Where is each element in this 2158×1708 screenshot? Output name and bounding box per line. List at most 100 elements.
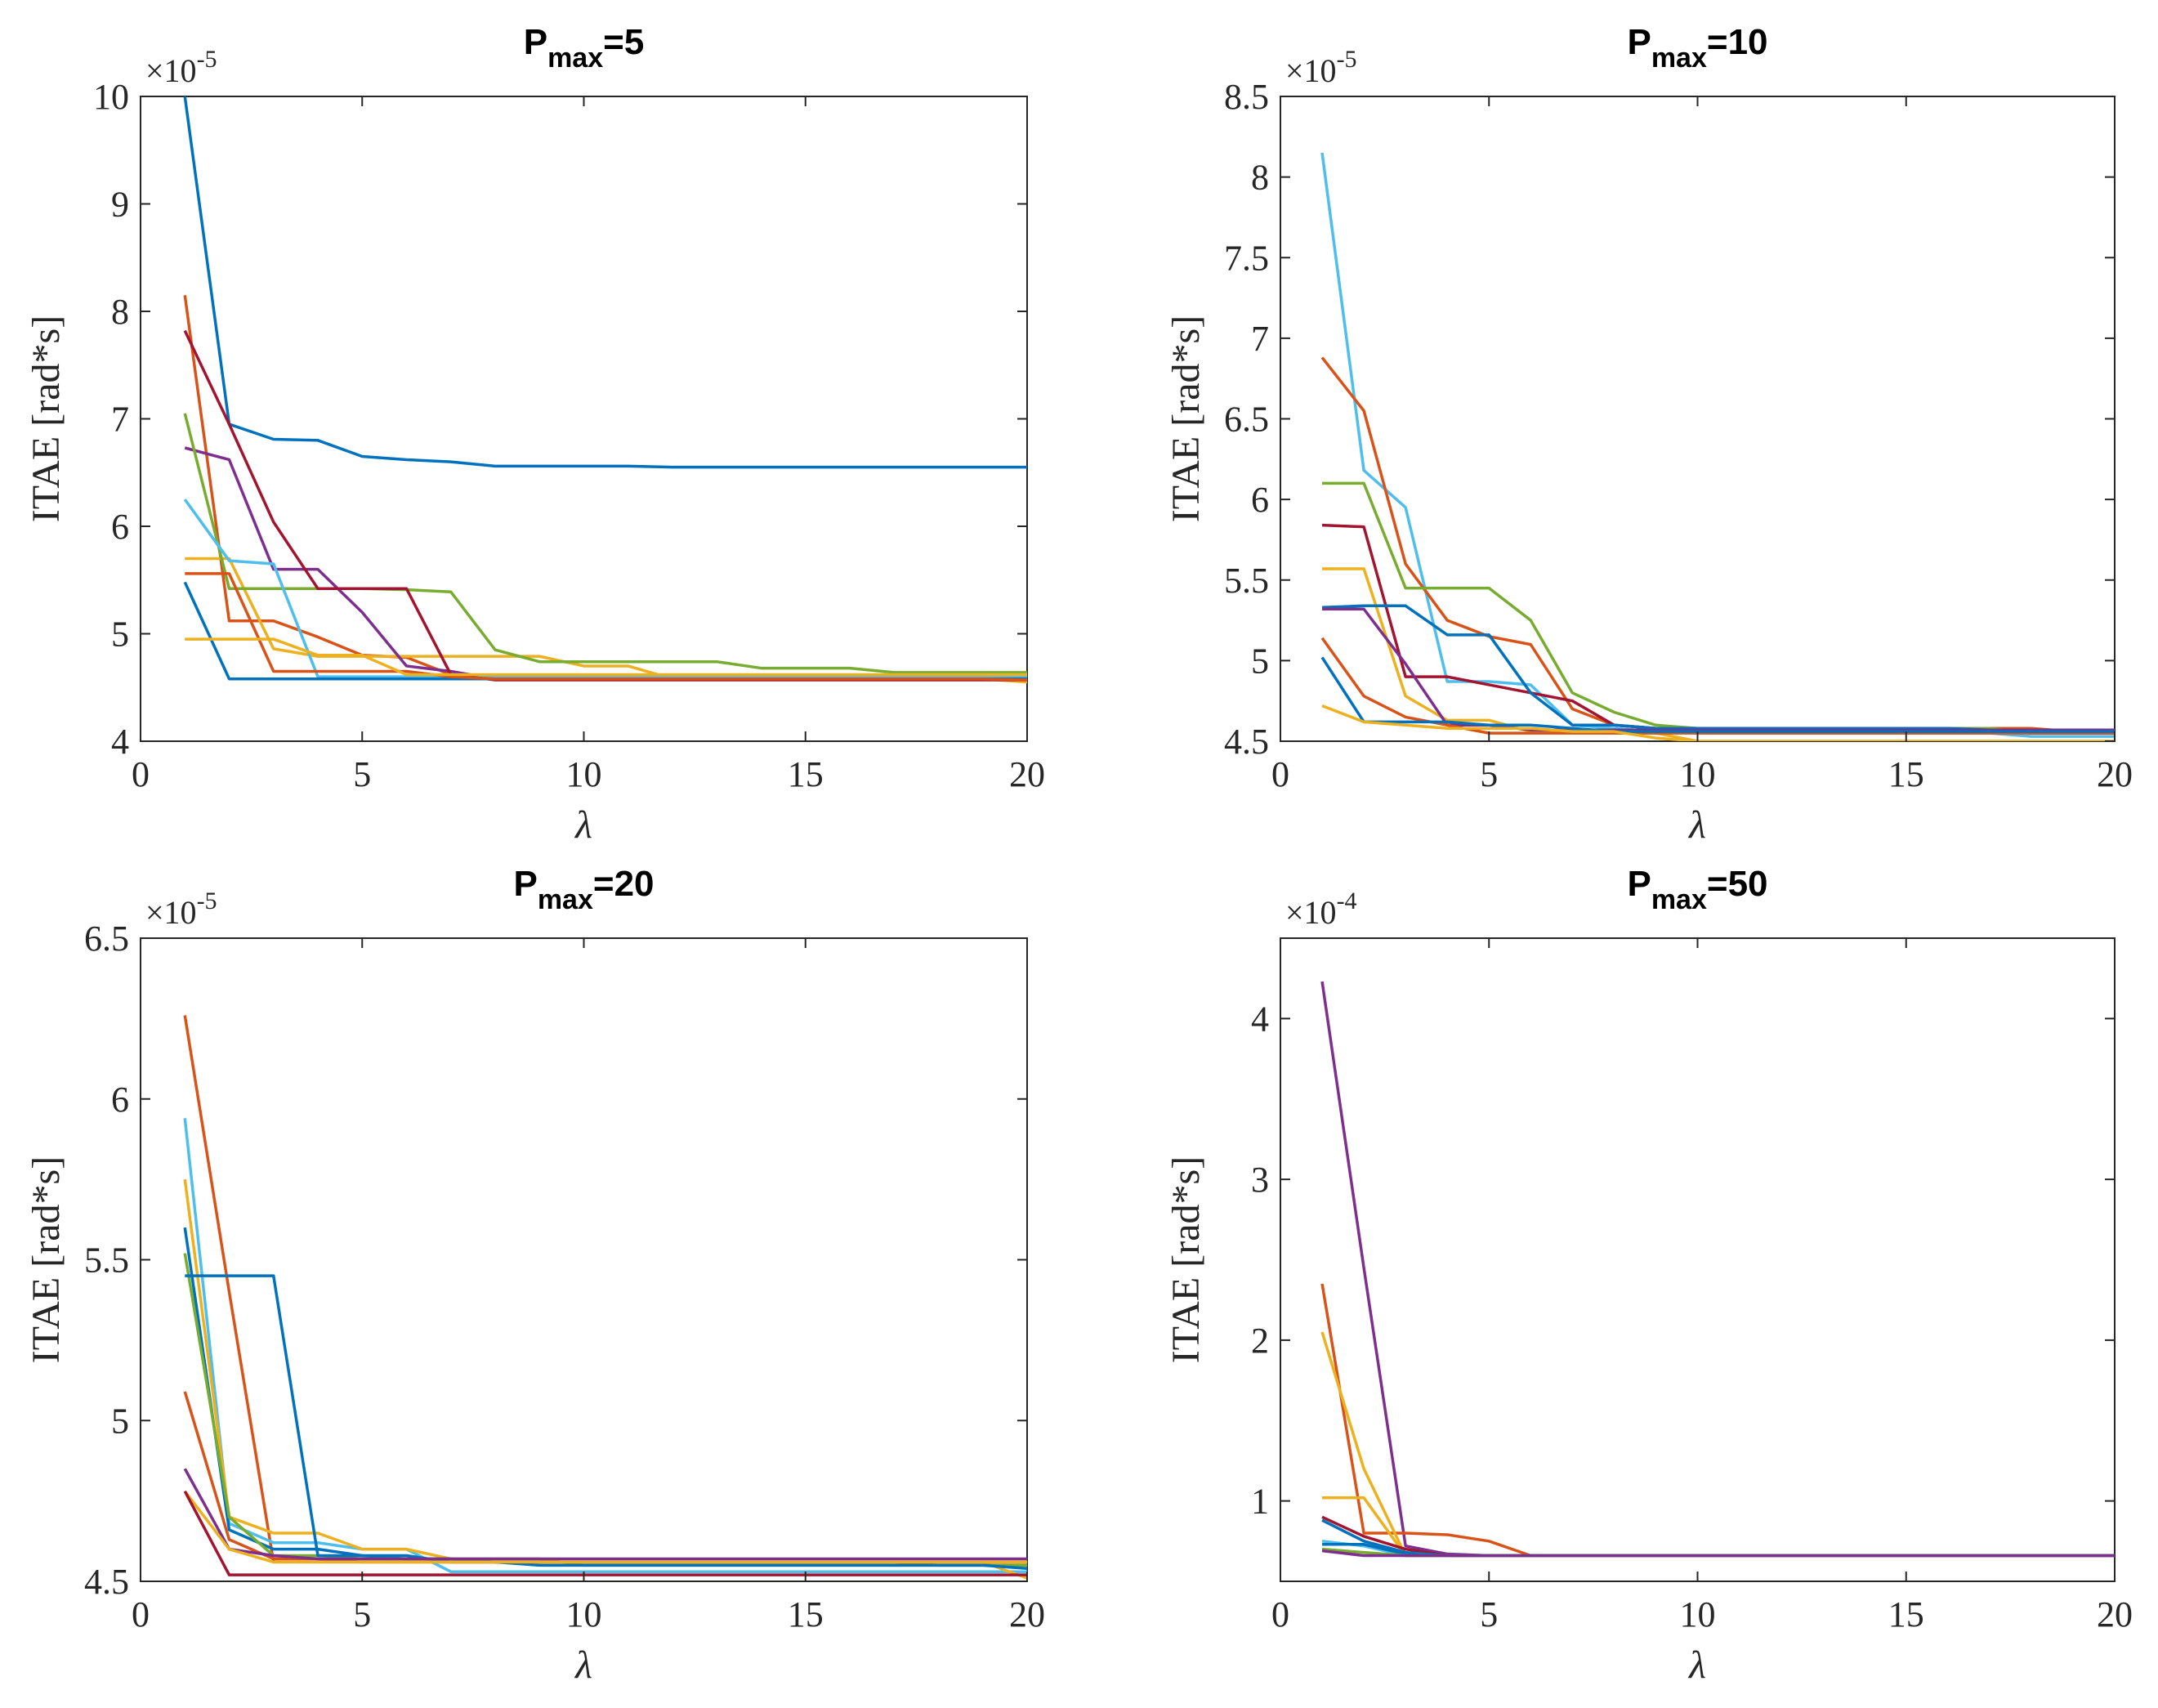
x-tick-label: 0 [1271,754,1289,794]
y-tick-label: 8 [1251,158,1269,198]
y-tick-label: 5 [111,615,129,655]
chart-title-sub: max [538,884,593,915]
x-axis-label: λ [574,1643,592,1687]
plot-area [1280,96,2116,742]
chart-title-base: P [513,864,537,904]
y-tick-label: 10 [93,77,129,117]
series-line-9 [183,1490,1027,1564]
plot-area [1280,937,2116,1582]
axis-exponent: ×10-5 [1285,46,1357,89]
y-tick-label: 4 [1251,999,1269,1039]
axis-exponent: ×10-4 [1285,888,1357,931]
chart-title-suffix: =20 [593,864,655,904]
x-tick-label: 5 [353,754,371,794]
y-axis-label: ITAE [rad*s] [25,1156,68,1363]
y-tick-label: 8 [111,292,129,332]
chart-panel-4: 0 5 10 15 20 1 2 3 4 ×10-4 Pmax=50 λ ITAE [rad*s] [1164,864,2133,1687]
y-tick-label: 1 [1251,1482,1269,1522]
chart-title-suffix: =5 [603,22,644,62]
chart-title-sub: max [1651,884,1707,915]
chart-panel-2: 0 5 10 15 20 4.5 5 5.5 6 6.5 7 7.5 8 8.5 ×10-5 Pmax=10 λ… [1164,22,2133,847]
y-tick-label: 5 [111,1401,129,1441]
y-tick-label: 6 [111,1080,129,1120]
chart-title: Pmax=10 [1627,22,1767,74]
y-tick-label: 2 [1251,1321,1269,1361]
x-tick-label: 5 [1480,754,1498,794]
x-tick-label: 10 [1680,754,1716,794]
axis-exponent-power: -4 [1337,888,1357,914]
series-line-10 [183,1491,1027,1576]
x-tick-label: 0 [132,754,150,794]
chart-title-base: P [524,22,547,62]
axis-exponent-base: ×10 [145,894,197,931]
y-tick-label: 6 [1251,480,1269,520]
chart-panel-1: 0 5 10 15 20 4 5 6 7 8 9 10 ×10-5 Pmax=5 λ ITAE [rad*s] [25,22,1045,847]
chart-title-sub: max [547,42,603,74]
series-group [1320,152,2115,741]
y-axis-label: ITAE [rad*s] [1164,315,1208,522]
x-tick-label: 20 [2097,754,2133,794]
plot-area [140,937,1028,1582]
series-line-6 [183,499,1027,678]
series-line-9 [185,572,1027,682]
chart-title: Pmax=20 [513,864,654,915]
chart-title-base: P [1627,22,1651,62]
axis-exponent-power: -5 [197,888,217,914]
x-tick-label: 10 [1680,1594,1716,1634]
y-axis-label: ITAE [rad*s] [25,315,68,522]
plot-area [140,96,1028,742]
x-axis-label: λ [1687,803,1706,847]
x-tick-label: 5 [353,1594,371,1634]
y-tick-label: 7 [111,400,129,440]
series-line-5 [1322,567,2115,741]
x-axis-label: λ [574,803,592,847]
x-tick-label: 5 [1480,1594,1498,1634]
series-line-8 [183,1468,1027,1561]
axis-exponent-base: ×10 [1285,894,1337,931]
y-tick-label: 6 [111,507,129,547]
y-tick-label: 7.5 [1224,238,1269,278]
axis-exponent-base: ×10 [1285,52,1337,89]
x-tick-label: 10 [566,1594,602,1634]
x-tick-label: 0 [1271,1594,1289,1634]
series-group [1320,981,2115,1558]
y-tick-label: 7 [1251,319,1269,359]
series-line-6 [185,1274,1027,1571]
series-line-10 [1321,704,2115,741]
chart-panel-3: 0 5 10 15 20 4.5 5 5.5 6 6.5 ×10-5 Pmax=20 λ ITAE [ra… [25,864,1045,1687]
y-tick-label: 3 [1251,1160,1269,1200]
y-tick-label: 4.5 [84,1562,129,1602]
y-tick-label: 6.5 [1224,400,1269,440]
x-tick-label: 0 [132,1594,150,1634]
x-tick-label: 15 [788,754,824,794]
y-tick-label: 5.5 [84,1241,129,1281]
x-tick-label: 10 [566,754,602,794]
series-group [183,96,1027,684]
series-line-1 [183,96,1027,469]
axis-exponent: ×10-5 [145,888,217,931]
y-axis-label: ITAE [rad*s] [1164,1156,1208,1363]
series-line-10 [185,637,1027,677]
x-tick-label: 15 [1888,1594,1924,1634]
chart-title: Pmax=5 [524,22,645,74]
series-group [183,1015,1027,1580]
y-tick-label: 9 [111,185,129,225]
y-tick-label: 8.5 [1224,77,1269,117]
x-tick-label: 15 [788,1594,824,1634]
series-line-9 [1320,656,2115,733]
x-axis-label: λ [1687,1643,1706,1687]
series-line-8 [1320,637,2115,735]
y-tick-label: 5.5 [1224,561,1269,601]
series-line-2 [183,1118,1027,1573]
chart-title-suffix: =50 [1707,864,1768,904]
axis-exponent-power: -5 [197,46,217,73]
x-tick-label: 20 [1009,1594,1045,1634]
axis-exponent-power: -5 [1337,46,1357,73]
y-tick-label: 6.5 [84,919,129,959]
y-tick-label: 4 [111,722,129,762]
chart-title-suffix: =10 [1707,22,1768,62]
x-tick-label: 20 [1009,754,1045,794]
axis-exponent: ×10-5 [145,46,217,89]
x-tick-label: 15 [1888,754,1924,794]
